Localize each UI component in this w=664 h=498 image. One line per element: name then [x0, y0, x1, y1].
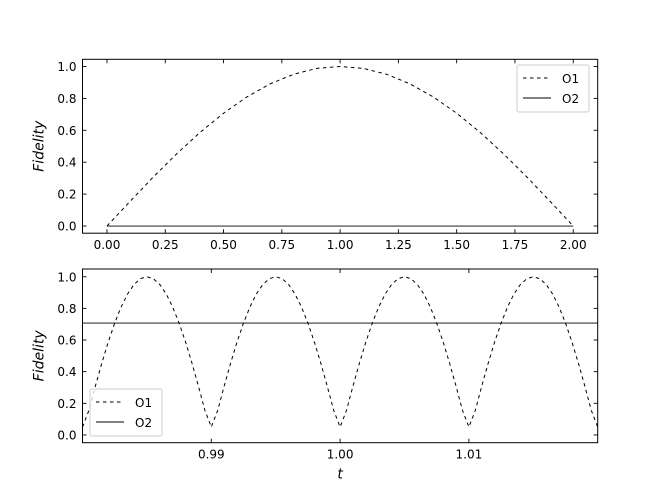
y-tick-label: 0.0: [57, 220, 76, 234]
y-tick-label: 1.0: [57, 60, 76, 74]
y-axis-label: Fidelity: [32, 330, 48, 382]
y-tick-label: 0.2: [57, 188, 76, 202]
y-axis-label: Fidelity: [32, 120, 48, 172]
x-axis-label: t: [337, 467, 343, 483]
y-tick-label: 0.0: [57, 428, 76, 442]
y-tick-label: 0.2: [57, 397, 76, 411]
legend-label-o2: O2: [135, 416, 152, 430]
x-tick-label: 0.50: [210, 238, 237, 252]
subplot-2: 0.99 1.00 1.01 0.0 0.2 0.4 0.6 0.8 1.0 Fidelity t O…: [32, 268, 599, 483]
x-tick-label: 0.75: [268, 238, 295, 252]
y-tick-label: 0.4: [57, 365, 76, 379]
legend-box: [89, 388, 163, 437]
series-o1-line: [82, 276, 599, 429]
y-tick-label: 0.8: [57, 302, 76, 316]
legend-label-o1: O1: [562, 72, 579, 86]
legend-box: [516, 64, 590, 113]
x-tick-label: 1.01: [456, 448, 483, 462]
x-tick-label: 0.25: [152, 238, 179, 252]
x-tick-label: 1.50: [443, 238, 470, 252]
y-tick-label: 0.8: [57, 92, 76, 106]
x-tick-label: 1.00: [327, 448, 354, 462]
x-tick-label: 1.75: [502, 238, 529, 252]
y-tick-label: 0.4: [57, 156, 76, 170]
x-tick-label: 2.00: [560, 238, 587, 252]
series-o1-line: [106, 65, 574, 227]
x-tick-label: 0.00: [94, 238, 121, 252]
subplot-1: 0.00 0.25 0.50 0.75 1.00 1.25 1.50 1.75 2.00 0.0 0…: [32, 58, 599, 252]
y-tick-label: 0.6: [57, 124, 76, 138]
x-tick-label: 1.25: [385, 238, 412, 252]
x-tick-label: 1.00: [327, 238, 354, 252]
x-tick-label: 0.99: [198, 448, 225, 462]
y-tick-label: 1.0: [57, 270, 76, 284]
legend-label-o1: O1: [135, 396, 152, 410]
y-tick-label: 0.6: [57, 334, 76, 348]
legend-label-o2: O2: [562, 92, 579, 106]
